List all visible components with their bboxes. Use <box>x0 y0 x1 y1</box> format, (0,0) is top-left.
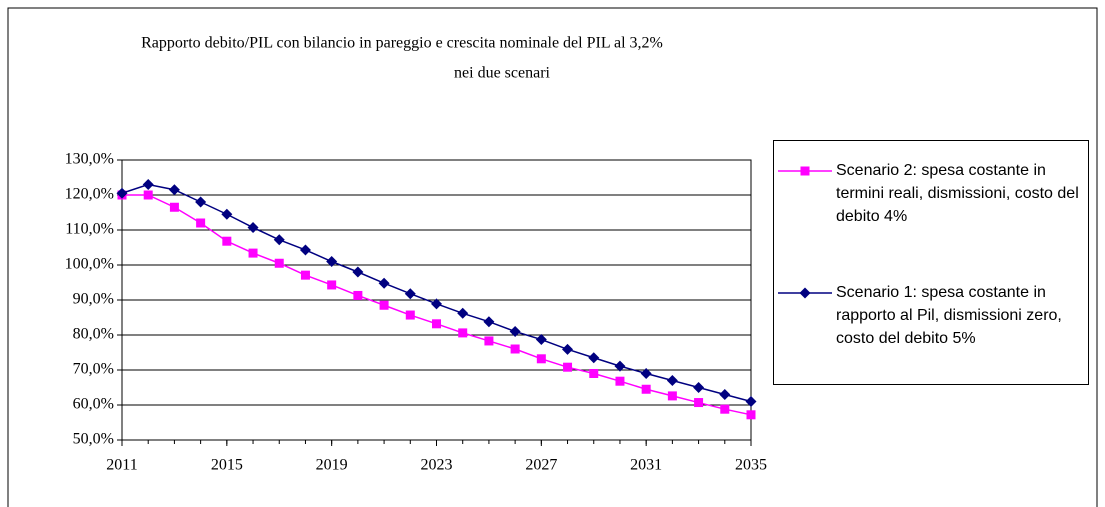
y-tick-label: 80,0% <box>73 326 114 343</box>
marker <box>247 222 259 234</box>
marker <box>484 336 494 346</box>
marker <box>300 270 310 280</box>
marker <box>142 179 154 190</box>
marker <box>510 344 520 354</box>
marker <box>431 298 442 310</box>
marker <box>378 277 390 289</box>
marker <box>614 360 626 372</box>
x-tick-label: 2027 <box>525 457 557 474</box>
marker <box>353 290 363 300</box>
x-tick-label: 2011 <box>106 457 137 474</box>
marker <box>379 300 389 310</box>
marker <box>615 376 625 386</box>
marker <box>196 218 206 228</box>
marker <box>563 362 573 372</box>
marker <box>720 404 730 414</box>
marker <box>800 166 810 176</box>
marker <box>641 384 651 394</box>
y-tick-label: 60,0% <box>73 396 114 413</box>
marker <box>483 316 495 328</box>
marker <box>588 352 600 364</box>
marker <box>274 258 284 268</box>
marker <box>719 389 731 400</box>
marker <box>405 310 415 320</box>
x-tick-label: 2035 <box>735 457 767 474</box>
marker <box>221 208 233 220</box>
marker <box>694 398 704 408</box>
marker <box>458 328 468 338</box>
marker <box>169 202 179 212</box>
marker <box>222 236 232 246</box>
marker <box>457 307 469 319</box>
marker <box>432 319 441 329</box>
marker <box>116 187 128 199</box>
marker <box>535 334 547 346</box>
marker <box>299 244 311 256</box>
marker <box>326 256 338 267</box>
marker <box>640 368 652 379</box>
legend-label: Scenario 2: spesa costante in termini re… <box>836 162 1079 225</box>
marker <box>509 326 521 337</box>
marker <box>404 288 416 300</box>
y-tick-label: 110,0% <box>65 221 114 238</box>
marker <box>667 391 677 401</box>
marker <box>195 196 207 208</box>
y-tick-label: 70,0% <box>73 361 114 378</box>
chart-title: nei due scenari <box>454 65 551 82</box>
y-tick-label: 120,0% <box>65 186 114 203</box>
y-tick-label: 130,0% <box>65 151 114 168</box>
marker <box>745 396 757 407</box>
marker <box>273 234 285 246</box>
marker <box>746 410 756 420</box>
y-tick-label: 90,0% <box>73 291 114 308</box>
legend-swatch <box>778 166 832 176</box>
legend-label: Scenario 1: spesa costante in rapporto a… <box>836 284 1062 347</box>
x-tick-label: 2015 <box>211 457 243 474</box>
marker <box>168 184 180 196</box>
marker <box>248 248 258 258</box>
y-tick-label: 50,0% <box>73 431 114 448</box>
marker <box>562 343 574 355</box>
x-tick-label: 2023 <box>421 457 453 474</box>
marker <box>693 382 705 393</box>
marker <box>143 190 153 200</box>
legend-swatch <box>778 287 832 299</box>
marker <box>666 375 678 386</box>
marker <box>589 369 599 378</box>
x-tick-label: 2019 <box>316 457 348 474</box>
chart-title: Rapporto debito/PIL con bilancio in pare… <box>141 35 663 52</box>
marker <box>536 354 546 364</box>
y-tick-label: 100,0% <box>65 256 114 273</box>
marker <box>327 280 337 290</box>
legend: Scenario 2: spesa costante in termini re… <box>773 140 1089 385</box>
marker <box>799 287 811 299</box>
series-line <box>121 183 752 403</box>
chart-frame <box>7 7 1098 507</box>
x-tick-label: 2031 <box>630 457 662 474</box>
marker <box>352 266 364 278</box>
